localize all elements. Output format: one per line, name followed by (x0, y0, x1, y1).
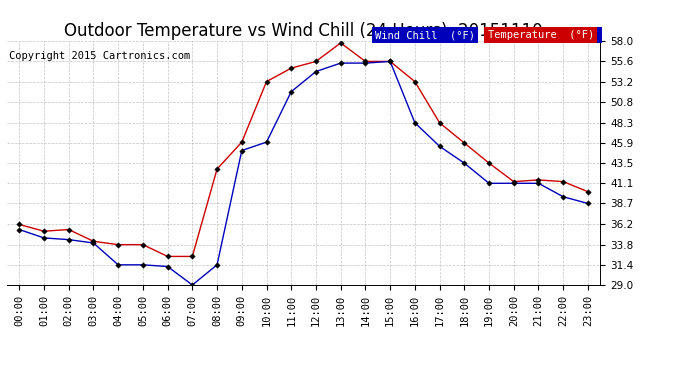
Title: Outdoor Temperature vs Wind Chill (24 Hours)  20151110: Outdoor Temperature vs Wind Chill (24 Ho… (64, 22, 543, 40)
Text: Wind Chill  (°F): Wind Chill (°F) (499, 30, 599, 40)
Text: Wind Chill  (°F): Wind Chill (°F) (375, 30, 475, 40)
Text: Temperature  (°F): Temperature (°F) (488, 30, 594, 40)
Text: Copyright 2015 Cartronics.com: Copyright 2015 Cartronics.com (9, 51, 190, 61)
